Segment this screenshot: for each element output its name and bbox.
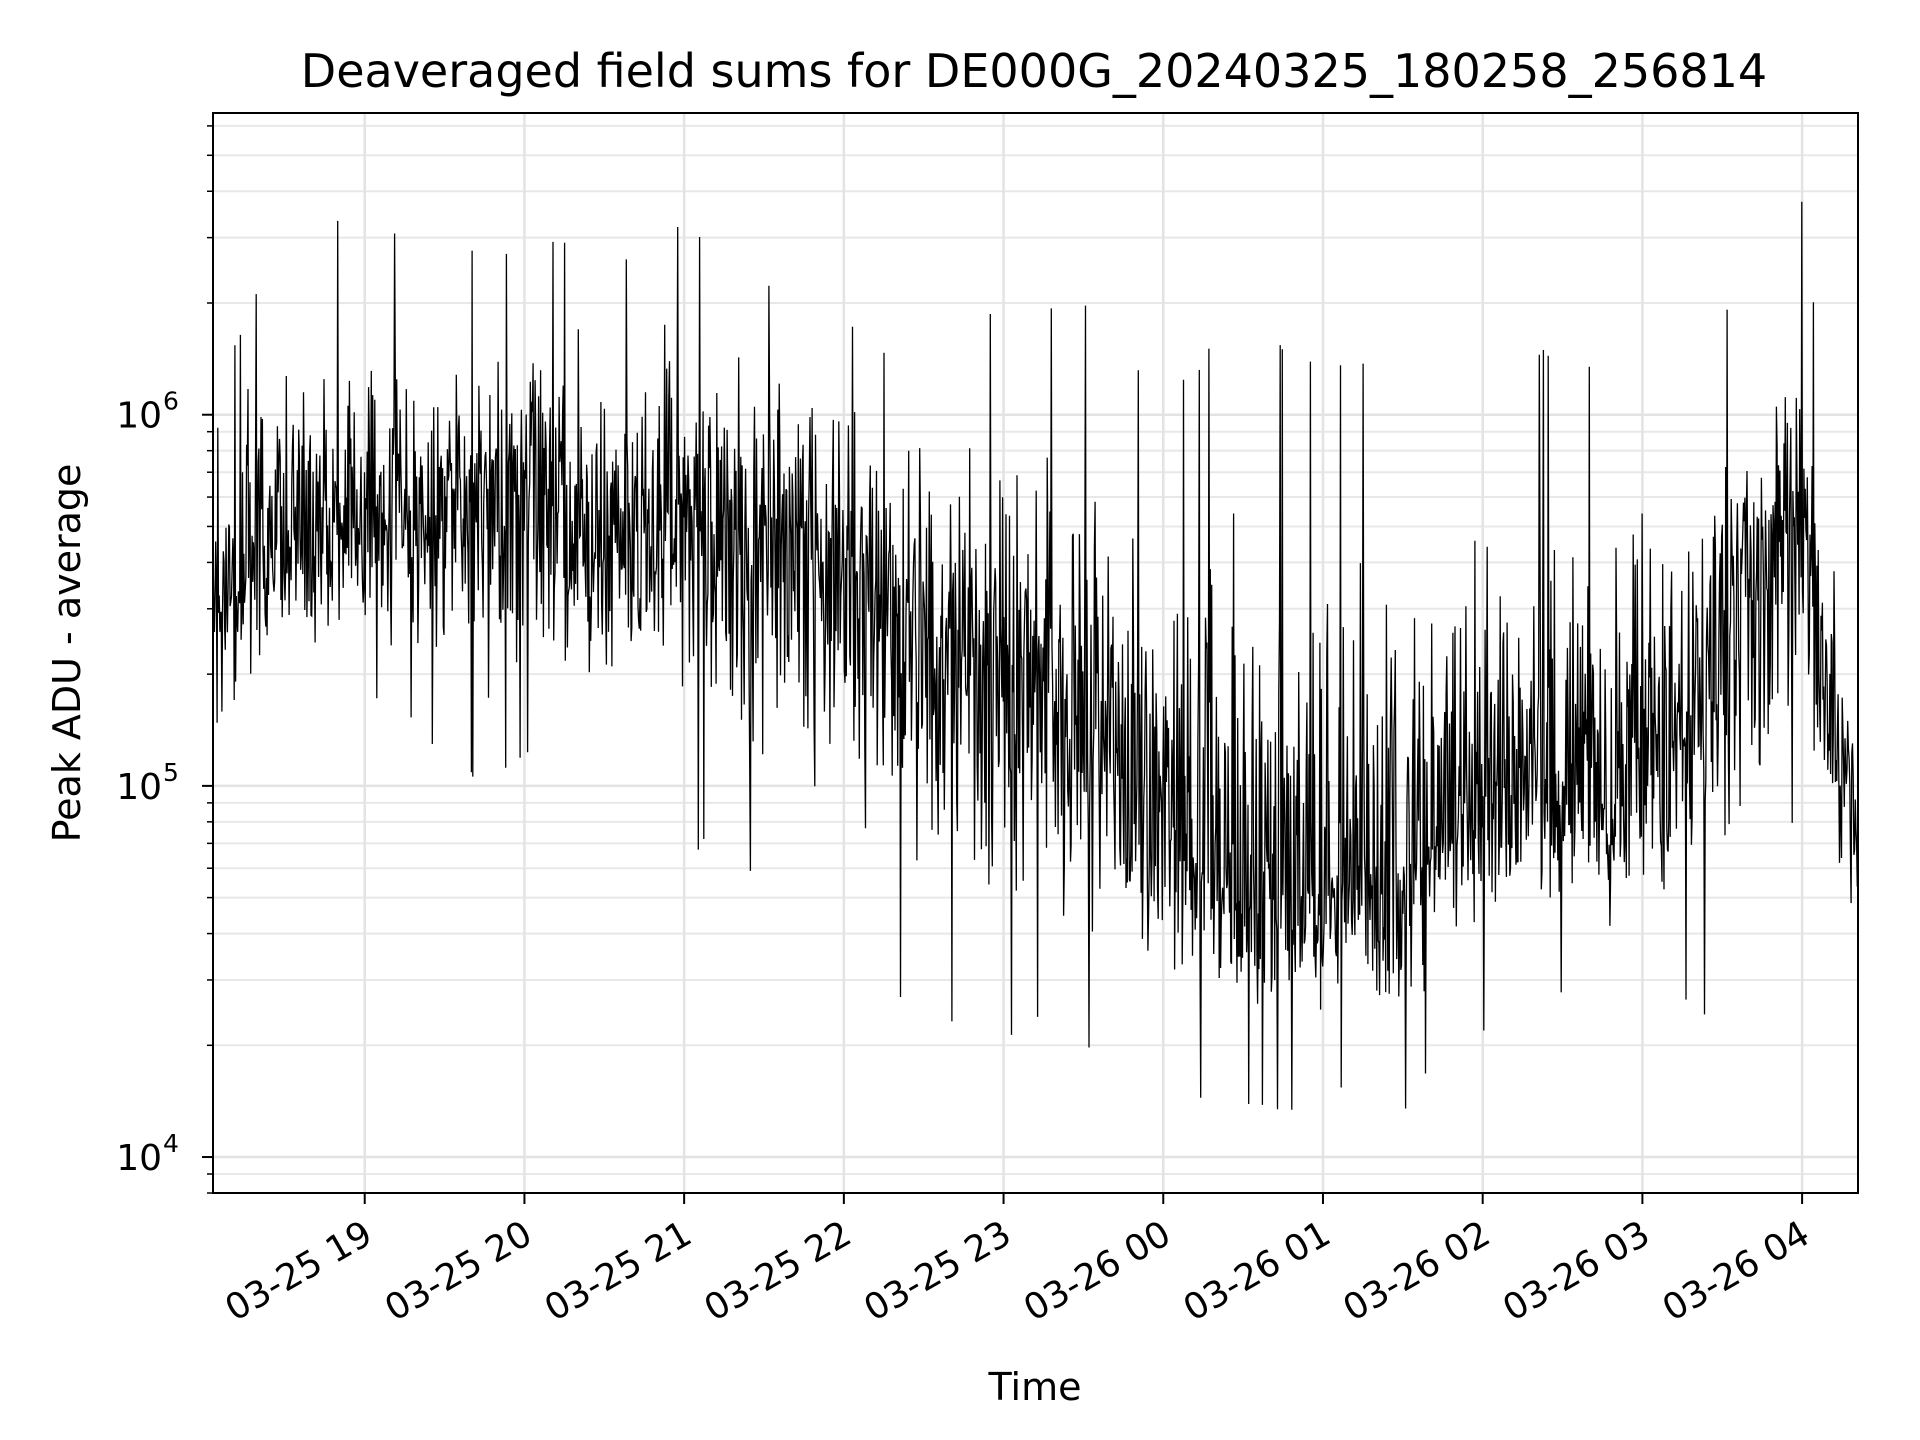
y-tick-exponent: 6 <box>163 387 179 416</box>
y-tick-label: 10 <box>116 396 162 437</box>
y-tick-exponent: 4 <box>163 1129 179 1158</box>
plot-frame <box>212 112 1859 1194</box>
x-axis-label: Time <box>988 1365 1082 1409</box>
y-tick-exponent: 5 <box>163 758 179 787</box>
chart-title: Deaveraged field sums for DE000G_2024032… <box>301 44 1767 98</box>
series-layer <box>212 201 1859 1110</box>
y-tick-label: 10 <box>116 1138 162 1179</box>
y-axis-label: Peak ADU - average <box>45 464 89 843</box>
series-line <box>212 201 1859 1110</box>
y-tick-label: 10 <box>116 767 162 808</box>
